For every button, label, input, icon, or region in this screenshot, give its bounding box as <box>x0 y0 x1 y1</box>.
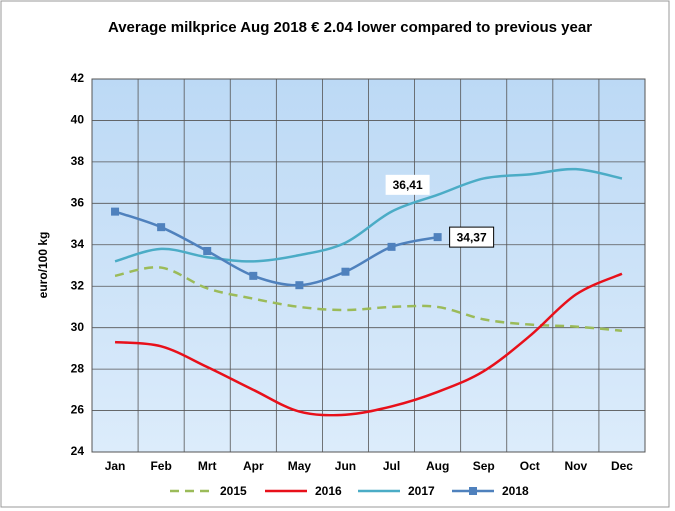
marker <box>157 223 166 232</box>
marker <box>341 267 350 276</box>
y-tick-label: 38 <box>71 154 85 168</box>
label-box <box>449 226 495 248</box>
x-tick-label: Apr <box>243 459 264 473</box>
x-tick-label: Jan <box>105 459 126 473</box>
data-label: 36,41 <box>393 178 423 192</box>
series-line <box>114 167 623 263</box>
y-tick-label: 30 <box>71 320 85 334</box>
marker <box>387 242 396 251</box>
y-tick-label: 36 <box>71 196 85 210</box>
y-tick-label: 28 <box>71 361 85 375</box>
x-tick-label: Jun <box>335 459 356 473</box>
chart-title: Average milkprice Aug 2018 € 2.04 lower … <box>107 19 593 36</box>
marker <box>203 246 212 255</box>
legend-label: 2017 <box>408 484 435 498</box>
y-tick-label: 32 <box>71 278 85 292</box>
x-tick-label: Nov <box>565 459 588 473</box>
x-tick-label: Sep <box>473 459 495 473</box>
y-tick-label: 24 <box>71 444 85 458</box>
y-tick-label: 34 <box>71 237 85 251</box>
x-tick-label: Oct <box>520 459 540 473</box>
y-tick-label: 26 <box>71 403 85 417</box>
y-tick-label: 40 <box>71 113 85 127</box>
x-tick-label: Aug <box>426 459 449 473</box>
x-tick-label: May <box>288 459 312 473</box>
legend-marker <box>469 487 477 495</box>
marker <box>433 233 442 242</box>
x-tick-label: Jul <box>383 459 400 473</box>
data-label: 34,37 <box>457 230 487 244</box>
legend-label: 2018 <box>502 484 529 498</box>
series-line <box>114 272 623 417</box>
y-tick-label: 42 <box>71 71 85 85</box>
legend-label: 2015 <box>220 484 247 498</box>
marker <box>111 207 120 216</box>
x-tick-label: Mrt <box>198 459 217 473</box>
x-tick-label: Dec <box>611 459 633 473</box>
marker <box>295 281 304 290</box>
legend-label: 2016 <box>315 484 342 498</box>
x-tick-label: Feb <box>150 459 171 473</box>
label-box <box>385 174 430 195</box>
series-line <box>114 266 623 333</box>
y-axis-label: euro/100 kg <box>36 232 50 299</box>
marker <box>249 271 258 280</box>
